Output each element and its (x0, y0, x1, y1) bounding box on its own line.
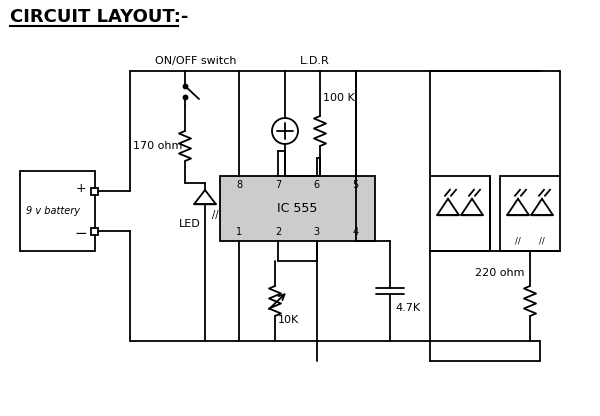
Text: 170 ohm: 170 ohm (133, 141, 182, 151)
Text: 10K: 10K (278, 315, 299, 325)
Text: //: // (539, 236, 545, 245)
Text: IC 555: IC 555 (277, 202, 317, 215)
Text: LED: LED (179, 219, 201, 229)
Text: 8: 8 (236, 180, 242, 190)
Bar (91, 188, 98, 195)
Text: 5: 5 (353, 180, 359, 190)
Text: CIRCUIT LAYOUT:-: CIRCUIT LAYOUT:- (10, 8, 188, 26)
Text: 4: 4 (353, 227, 359, 237)
Bar (91, 228, 98, 235)
Bar (220, 176, 375, 241)
Text: //: // (212, 210, 218, 220)
Text: L.D.R: L.D.R (300, 56, 330, 66)
Text: 7: 7 (275, 180, 281, 190)
Text: 220 ohm: 220 ohm (475, 268, 524, 278)
Bar (20, 171, 95, 251)
Bar (500, 176, 560, 251)
Text: 9 v battery: 9 v battery (25, 206, 79, 216)
Text: 6: 6 (314, 180, 320, 190)
Text: 2: 2 (275, 227, 281, 237)
Text: //: // (515, 236, 521, 245)
Text: +: + (76, 183, 86, 196)
Bar (430, 176, 490, 251)
Text: ON/OFF switch: ON/OFF switch (155, 56, 236, 66)
Text: 1: 1 (236, 227, 242, 237)
Text: −: − (74, 225, 88, 240)
Text: 4.7K: 4.7K (395, 303, 420, 313)
Text: 100 K: 100 K (323, 93, 355, 103)
Text: 3: 3 (314, 227, 320, 237)
